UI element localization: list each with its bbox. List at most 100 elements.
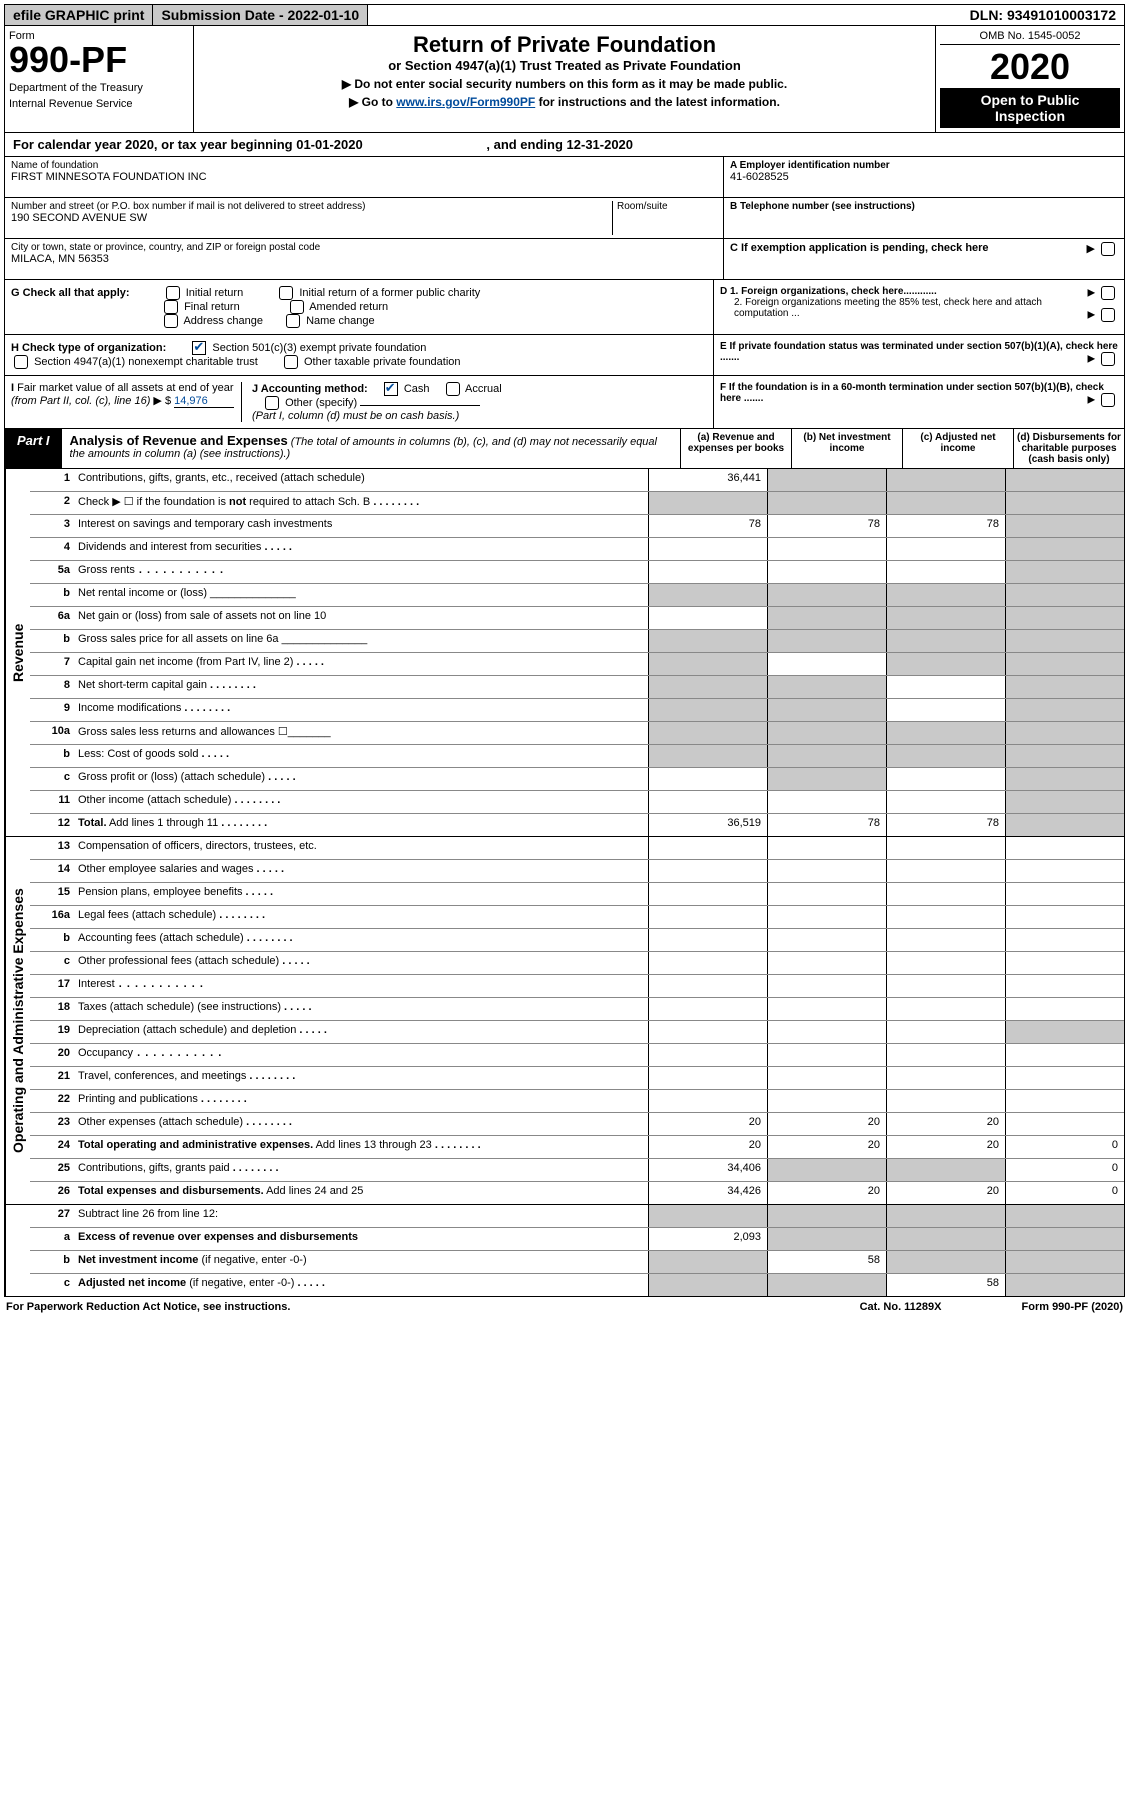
- value-cell: 0: [1005, 1159, 1124, 1181]
- j-cash: Cash: [404, 383, 430, 395]
- d2-label: 2. Foreign organizations meeting the 85%…: [734, 297, 1042, 319]
- value-cell: [648, 883, 767, 905]
- form-number: 990-PF: [9, 42, 189, 78]
- part1-label: Part I: [5, 429, 62, 468]
- table-row: cGross profit or (loss) (attach schedule…: [30, 768, 1124, 791]
- value-cell: [767, 975, 886, 997]
- j-accrual-checkbox[interactable]: [446, 382, 460, 396]
- line-description: Gross rents: [74, 561, 648, 583]
- table-row: 5aGross rents: [30, 561, 1124, 584]
- h-4947-checkbox[interactable]: [14, 355, 28, 369]
- value-cell: [767, 1205, 886, 1227]
- g-final: Final return: [184, 301, 240, 313]
- line-number: b: [30, 929, 74, 951]
- value-cell: [648, 745, 767, 767]
- value-cell: [767, 1090, 886, 1112]
- fmv-value[interactable]: 14,976: [174, 395, 234, 408]
- j-other: Other (specify): [285, 397, 357, 409]
- revenue-table: Revenue 1Contributions, gifts, grants, e…: [4, 469, 1125, 837]
- table-row: bLess: Cost of goods sold: [30, 745, 1124, 768]
- ein-label: A Employer identification number: [730, 160, 1118, 171]
- form-subtitle: or Section 4947(a)(1) Trust Treated as P…: [200, 58, 929, 73]
- col-a-head: (a) Revenue and expenses per books: [680, 429, 791, 468]
- cat-number: Cat. No. 11289X: [860, 1301, 942, 1313]
- c-checkbox[interactable]: [1101, 242, 1115, 256]
- table-row: bAccounting fees (attach schedule): [30, 929, 1124, 952]
- line-number: 21: [30, 1067, 74, 1089]
- value-cell: [767, 791, 886, 813]
- line-description: Interest: [74, 975, 648, 997]
- g-address-checkbox[interactable]: [164, 314, 178, 328]
- table-row: cAdjusted net income (if negative, enter…: [30, 1274, 1124, 1296]
- name-label: Name of foundation: [11, 160, 717, 171]
- h-other-checkbox[interactable]: [284, 355, 298, 369]
- irs-link[interactable]: www.irs.gov/Form990PF: [396, 95, 535, 109]
- g-initial-checkbox[interactable]: [166, 286, 180, 300]
- g-final-checkbox[interactable]: [164, 300, 178, 314]
- value-cell: [1005, 515, 1124, 537]
- value-cell: [1005, 952, 1124, 974]
- value-cell: [1005, 1228, 1124, 1250]
- line-number: 2: [30, 492, 74, 514]
- value-cell: [648, 860, 767, 882]
- value-cell: [886, 630, 1005, 652]
- g-former-checkbox[interactable]: [279, 286, 293, 300]
- g-amended-checkbox[interactable]: [290, 300, 304, 314]
- line-number: 15: [30, 883, 74, 905]
- line-number: 24: [30, 1136, 74, 1158]
- line-description: Depreciation (attach schedule) and deple…: [74, 1021, 648, 1043]
- value-cell: [886, 538, 1005, 560]
- line-description: Contributions, gifts, grants paid: [74, 1159, 648, 1181]
- line-description: Other employee salaries and wages: [74, 860, 648, 882]
- j-other-checkbox[interactable]: [265, 396, 279, 410]
- f-checkbox[interactable]: [1101, 393, 1115, 407]
- efile-button[interactable]: efile GRAPHIC print: [5, 5, 153, 25]
- h-501c3: Section 501(c)(3) exempt private foundat…: [212, 342, 426, 354]
- e-checkbox[interactable]: [1101, 352, 1115, 366]
- value-cell: [886, 929, 1005, 951]
- line-number: 19: [30, 1021, 74, 1043]
- value-cell: [886, 860, 1005, 882]
- value-cell: 20: [886, 1182, 1005, 1204]
- g-name-checkbox[interactable]: [286, 314, 300, 328]
- value-cell: [767, 699, 886, 721]
- value-cell: 20: [886, 1113, 1005, 1135]
- table-row: 2Check ▶ ☐ if the foundation is not requ…: [30, 492, 1124, 515]
- g-name: Name change: [306, 315, 375, 327]
- value-cell: [1005, 607, 1124, 629]
- j-cash-checkbox[interactable]: [384, 382, 398, 396]
- value-cell: [767, 1021, 886, 1043]
- value-cell: 0: [1005, 1136, 1124, 1158]
- value-cell: [648, 791, 767, 813]
- g-address: Address change: [183, 315, 263, 327]
- h-501c3-checkbox[interactable]: [192, 341, 206, 355]
- value-cell: [648, 630, 767, 652]
- part1-desc: Analysis of Revenue and Expenses (The to…: [62, 429, 680, 468]
- value-cell: [1005, 469, 1124, 491]
- line-description: Travel, conferences, and meetings: [74, 1067, 648, 1089]
- line-description: Taxes (attach schedule) (see instruction…: [74, 998, 648, 1020]
- line-description: Total expenses and disbursements. Add li…: [74, 1182, 648, 1204]
- table-row: 23Other expenses (attach schedule)202020: [30, 1113, 1124, 1136]
- value-cell: [767, 745, 886, 767]
- value-cell: [886, 607, 1005, 629]
- line-description: Other professional fees (attach schedule…: [74, 952, 648, 974]
- d1-checkbox[interactable]: [1101, 286, 1115, 300]
- line-description: Net rental income or (loss) ____________…: [74, 584, 648, 606]
- value-cell: [648, 561, 767, 583]
- summary-spacer: [5, 1205, 30, 1296]
- value-cell: [648, 676, 767, 698]
- value-cell: [767, 722, 886, 744]
- street-address: 190 SECOND AVENUE SW: [11, 212, 612, 224]
- table-row: cOther professional fees (attach schedul…: [30, 952, 1124, 975]
- value-cell: [767, 883, 886, 905]
- line-number: c: [30, 952, 74, 974]
- value-cell: [1005, 929, 1124, 951]
- value-cell: 20: [648, 1136, 767, 1158]
- d2-checkbox[interactable]: [1101, 308, 1115, 322]
- c-arrow: ▶: [1086, 242, 1118, 256]
- info-grid: Name of foundation FIRST MINNESOTA FOUND…: [4, 157, 1125, 280]
- value-cell: [648, 699, 767, 721]
- note2-pre: ▶ Go to: [349, 95, 396, 109]
- value-cell: [1005, 653, 1124, 675]
